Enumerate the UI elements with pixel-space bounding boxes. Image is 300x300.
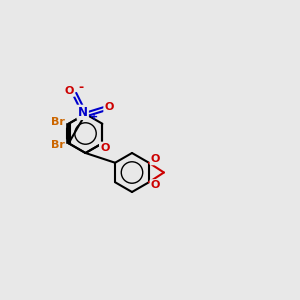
Text: O: O xyxy=(151,180,160,190)
Text: O: O xyxy=(104,102,114,112)
Text: N: N xyxy=(78,106,88,119)
Text: Br: Br xyxy=(51,117,65,127)
Text: O: O xyxy=(64,86,74,96)
Text: O: O xyxy=(100,143,110,153)
Text: Br: Br xyxy=(51,140,65,150)
Text: O: O xyxy=(151,154,160,164)
Text: -: - xyxy=(79,81,84,94)
Text: +: + xyxy=(90,112,98,122)
